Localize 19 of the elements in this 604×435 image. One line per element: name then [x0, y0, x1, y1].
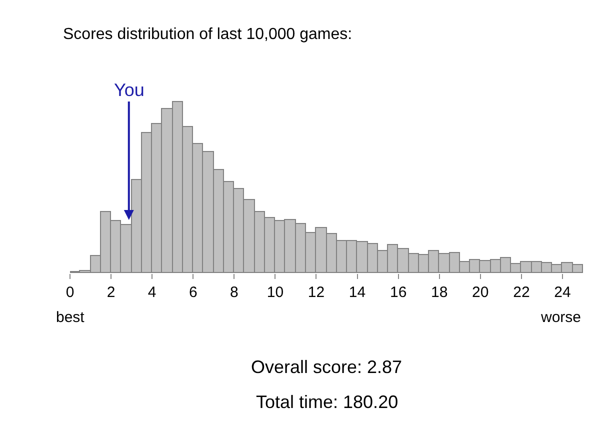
x-tick-label: 18 [431, 284, 448, 301]
text: Total time: 180.20 [256, 392, 398, 412]
x-tick-label: 6 [188, 284, 198, 301]
text: worse [540, 309, 582, 326]
x-tick-label: 4 [148, 284, 156, 301]
x-tick-label: 16 [390, 284, 407, 301]
x-tick-label: 24 [554, 284, 571, 301]
chart-title: Scores distribution of last 10,000 games: [63, 26, 352, 44]
x-tick-label: 22 [513, 284, 530, 301]
x-tick-label: 20 [472, 284, 489, 301]
annotation: You [114, 80, 144, 100]
text: best [56, 309, 86, 326]
x-tick-label: 0 [66, 284, 74, 301]
x-tick-label: 14 [348, 284, 366, 301]
text: Overall score: 2.87 [251, 357, 402, 377]
x-tick-label: 2 [106, 284, 116, 301]
x-tick-label: 8 [230, 284, 238, 301]
x-tick-label: 12 [308, 284, 325, 301]
x-tick-label: 10 [266, 284, 284, 301]
